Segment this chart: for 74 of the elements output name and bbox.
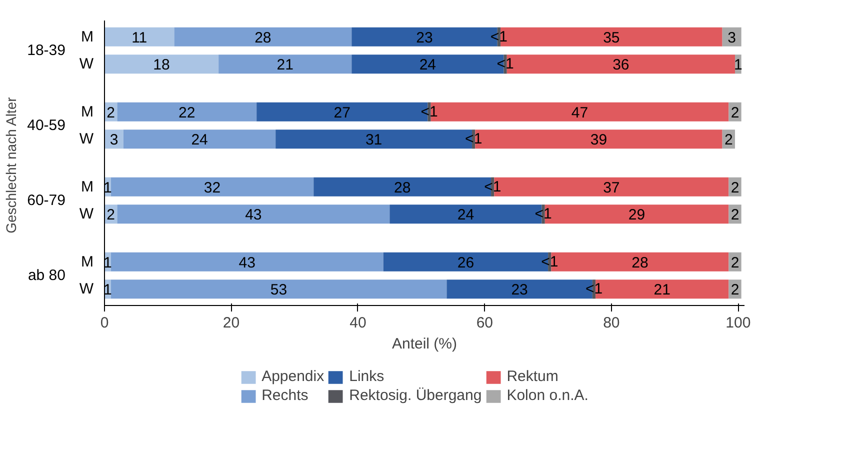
data-label: 2	[730, 282, 740, 299]
data-label: 21	[276, 56, 294, 74]
data-label: 2	[724, 132, 733, 149]
legend-label: Kolon o.n.A.	[506, 387, 588, 404]
x-tick-label: 80	[603, 314, 620, 332]
data-label: 1	[103, 179, 112, 196]
data-label: 3	[110, 132, 118, 149]
data-label: 47	[571, 104, 588, 122]
y-tick-label: M	[81, 178, 94, 196]
data-label: 18	[153, 56, 170, 74]
text: 18-39	[27, 42, 66, 59]
data-label: <1	[541, 253, 558, 270]
y-tick-label: W	[79, 280, 94, 298]
legend-label: Rektosig. Übergang	[349, 387, 482, 404]
legend-label: Rechts	[262, 387, 310, 404]
y-tick-label: W	[79, 206, 94, 223]
data-label: 27	[334, 104, 350, 122]
data-label: <1	[490, 28, 508, 46]
data-label: 26	[457, 254, 474, 272]
x-tick-label: 20	[222, 314, 240, 332]
data-label: 2	[730, 254, 740, 272]
data-label: <1	[484, 178, 502, 196]
data-label: <1	[465, 130, 482, 148]
x-tick-label: 40	[350, 314, 366, 332]
x-tick-label: 60	[476, 314, 494, 332]
data-label: 11	[132, 29, 148, 46]
data-label: 23	[511, 282, 528, 299]
data-label: 39	[590, 132, 608, 149]
y-tick-label: W	[79, 130, 94, 148]
text: ab 80	[28, 267, 66, 284]
data-label: 36	[612, 56, 630, 74]
data-label: 1	[103, 282, 112, 299]
text: 60-79	[27, 192, 66, 209]
data-label: 1	[734, 56, 742, 74]
data-label: 24	[419, 56, 436, 74]
legend-label: Links	[349, 368, 386, 385]
data-label: 28	[632, 254, 648, 272]
data-label: 2	[106, 104, 116, 122]
data-label: 32	[204, 179, 221, 196]
y-tick-label: M	[81, 103, 94, 120]
text: 40-59	[27, 117, 66, 134]
data-label: 28	[254, 29, 272, 46]
data-label: 2	[106, 206, 116, 224]
data-label: 3	[728, 29, 736, 46]
data-label: 53	[270, 282, 288, 299]
data-label: <1	[496, 56, 514, 73]
data-label: 29	[628, 206, 646, 224]
y-tick-label: W	[79, 56, 94, 73]
y-tick-label: M	[81, 253, 94, 270]
data-label: 31	[365, 132, 382, 149]
data-label: 22	[178, 104, 196, 122]
x-tick-label: 0	[100, 314, 109, 332]
y-axis-title: Geschlecht nach Alter	[3, 96, 20, 234]
data-label: 43	[245, 206, 262, 224]
data-label: 21	[654, 282, 670, 299]
data-label: <1	[534, 206, 552, 223]
data-label: 2	[730, 104, 740, 122]
data-label: 24	[191, 132, 208, 149]
data-label: 1	[103, 254, 112, 272]
data-label: <1	[585, 280, 603, 298]
data-label: 35	[603, 29, 620, 46]
data-label: <1	[420, 103, 438, 120]
x-axis-title: Anteil (%)	[392, 336, 458, 352]
data-label: 2	[730, 206, 740, 224]
legend-label: Rektum	[506, 368, 560, 385]
y-tick-label: M	[81, 28, 94, 46]
data-label: 24	[457, 206, 474, 224]
x-tick-label: 100	[726, 314, 751, 332]
data-label: 2	[730, 179, 740, 196]
data-label: 23	[416, 29, 433, 46]
legend-label: Appendix	[262, 368, 324, 385]
data-label: 43	[238, 254, 256, 272]
data-label: 37	[603, 179, 620, 196]
data-label: 28	[394, 179, 411, 196]
